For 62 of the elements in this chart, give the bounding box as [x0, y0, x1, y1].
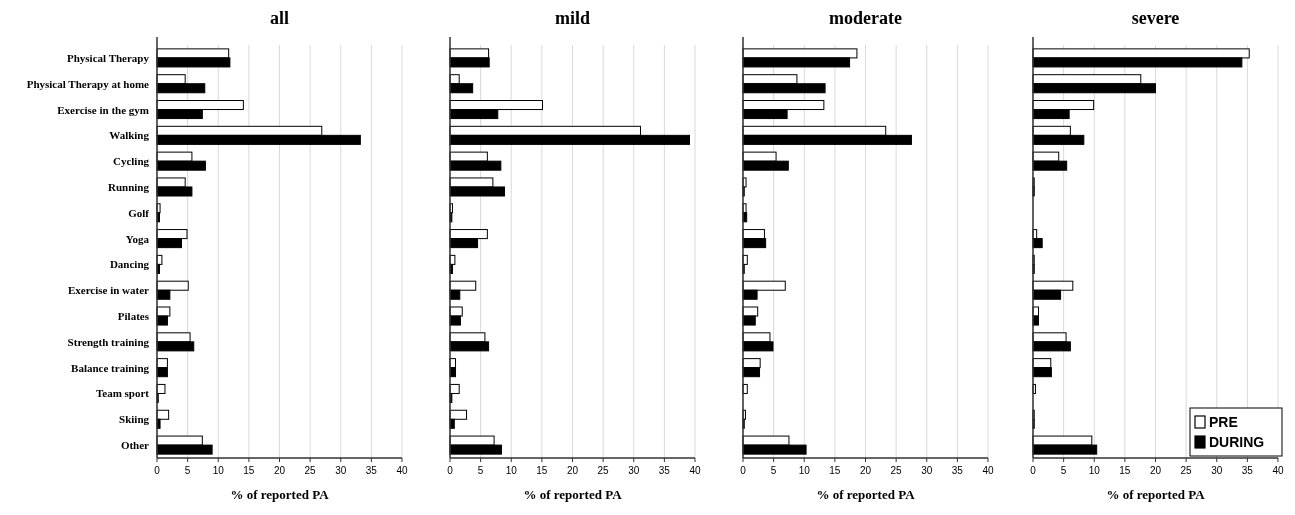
y-tick-label: Cycling: [112, 155, 150, 168]
x-tick-label: 25: [890, 465, 903, 476]
x-tick-label: 20: [859, 465, 872, 476]
x-tick-label: 40: [1272, 465, 1284, 476]
x-tick-label: 40: [396, 465, 408, 476]
chart-title: all: [269, 8, 290, 28]
x-tick-label: 0: [447, 465, 454, 476]
x-tick-label: 25: [304, 465, 317, 476]
y-tick-label: Strength training: [67, 335, 150, 348]
x-tick-label: 5: [770, 465, 777, 476]
y-tick-label: Exercise in the gym: [57, 103, 149, 116]
x-tick-label: 20: [566, 465, 579, 476]
legend-label: PRE: [1209, 414, 1238, 430]
x-tick-label: 20: [1149, 465, 1162, 476]
x-tick-label: 5: [477, 465, 484, 476]
y-tick-label: Yoga: [125, 232, 150, 245]
chart-title: severe: [1131, 8, 1180, 28]
y-tick-label: Skiing: [119, 413, 150, 426]
x-tick-label: 15: [829, 465, 841, 476]
x-axis-title: % of reported PA: [523, 487, 623, 502]
legend-label: DURING: [1209, 434, 1265, 450]
x-axis-title: % of reported PA: [230, 487, 330, 502]
x-tick-label: 35: [951, 465, 964, 476]
x-tick-label: 15: [536, 465, 548, 476]
y-tick-label: Balance training: [71, 361, 150, 374]
x-tick-label: 10: [212, 465, 225, 476]
x-tick-label: 40: [982, 465, 994, 476]
x-tick-label: 0: [154, 465, 161, 476]
x-tick-label: 10: [505, 465, 518, 476]
x-tick-label: 15: [243, 465, 255, 476]
x-tick-label: 0: [740, 465, 747, 476]
y-tick-label: Pilates: [117, 310, 150, 323]
x-tick-label: 30: [1211, 465, 1223, 476]
x-axis-title: % of reported PA: [1106, 487, 1206, 502]
y-tick-label: Exercise in water: [67, 284, 150, 297]
x-tick-label: 5: [184, 465, 191, 476]
x-tick-label: 35: [1241, 465, 1254, 476]
y-tick-label: Running: [108, 180, 150, 193]
chart-title: mild: [554, 8, 591, 28]
x-tick-label: 30: [628, 465, 640, 476]
y-tick-label: Physical Therapy at home: [26, 77, 150, 90]
x-tick-label: 5: [1060, 465, 1067, 476]
x-tick-label: 0: [1030, 465, 1037, 476]
x-tick-label: 20: [273, 465, 286, 476]
x-tick-label: 25: [1180, 465, 1193, 476]
chart-title: moderate: [829, 8, 902, 28]
x-tick-label: 30: [921, 465, 933, 476]
x-tick-label: 40: [689, 465, 701, 476]
y-tick-label: Walking: [109, 129, 150, 142]
y-tick-label: Other: [120, 439, 150, 452]
y-tick-label: Team sport: [95, 387, 150, 400]
x-tick-label: 30: [335, 465, 347, 476]
y-tick-label: Dancing: [109, 258, 150, 271]
x-axis-title: % of reported PA: [816, 487, 916, 502]
x-tick-label: 10: [798, 465, 811, 476]
y-tick-label: Physical Therapy: [66, 51, 150, 64]
x-tick-label: 25: [597, 465, 610, 476]
x-tick-label: 10: [1088, 465, 1101, 476]
x-tick-label: 35: [365, 465, 378, 476]
x-tick-label: 35: [658, 465, 671, 476]
x-tick-label: 15: [1119, 465, 1131, 476]
y-tick-label: Golf: [128, 206, 150, 219]
